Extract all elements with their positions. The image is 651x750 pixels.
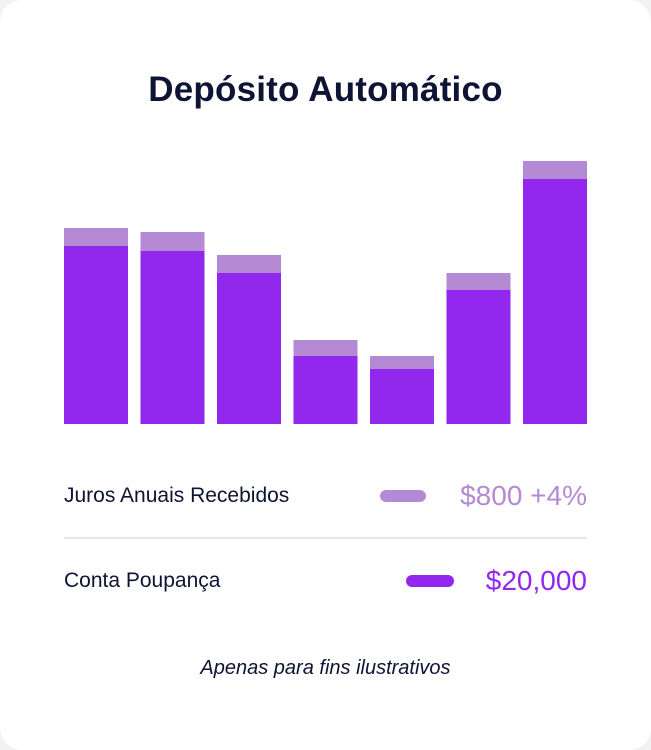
legend-item-interest: Juros Anuais Recebidos $800 +4% <box>64 476 587 516</box>
bar-interest-1 <box>64 228 128 246</box>
bar-savings-3 <box>217 273 281 424</box>
bar-savings-6 <box>446 290 511 424</box>
legend-label-savings: Conta Poupança <box>64 569 221 592</box>
bar-interest-4 <box>293 340 358 356</box>
legend-value-interest: $800 +4% <box>460 480 587 511</box>
legend-swatch-savings <box>406 575 454 587</box>
legend-value-savings: $20,000 <box>485 565 587 596</box>
footnote: Apenas para fins ilustrativos <box>200 657 451 679</box>
bar-interest-2 <box>140 232 205 251</box>
bar-savings-7 <box>523 179 587 424</box>
legend-swatch-interest <box>380 490 426 502</box>
legend-item-savings: Conta Poupança $20,000 <box>64 561 587 601</box>
bar-interest-5 <box>370 356 434 369</box>
bar-interest-7 <box>523 161 587 179</box>
chart-title: Depósito Automático <box>148 70 503 109</box>
legend-divider <box>64 537 587 539</box>
bar-chart <box>64 161 587 424</box>
bar-savings-1 <box>64 246 128 424</box>
legend-label-interest: Juros Anuais Recebidos <box>64 484 290 507</box>
bar-savings-4 <box>293 356 358 424</box>
bar-interest-6 <box>446 273 511 290</box>
bar-savings-5 <box>370 369 434 424</box>
bar-interest-3 <box>217 255 281 273</box>
bar-savings-2 <box>140 251 205 424</box>
